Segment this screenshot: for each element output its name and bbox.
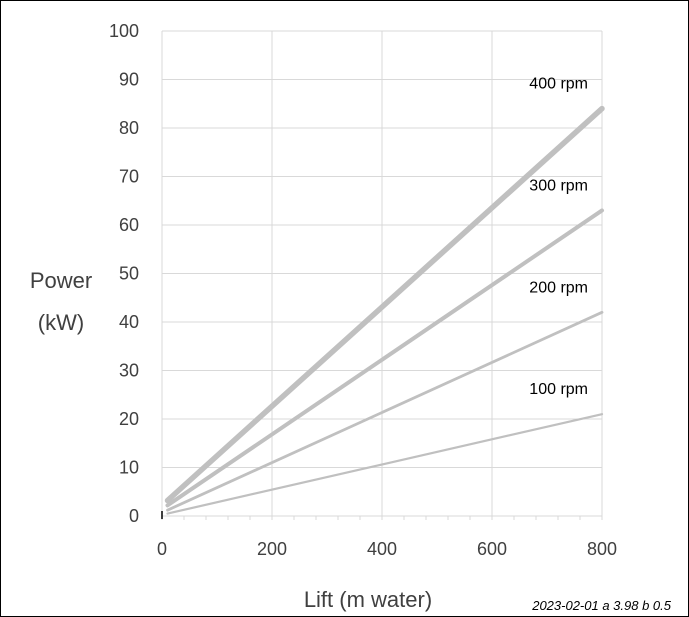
- x-tick-label: 400: [367, 539, 397, 559]
- series-label: 300 rpm: [529, 177, 588, 194]
- x-tick-label: 800: [587, 539, 617, 559]
- axes: [161, 31, 603, 520]
- y-axis-title-line2: (kW): [38, 310, 84, 335]
- y-tick-label: 50: [119, 264, 139, 284]
- x-tick-label: 200: [257, 539, 287, 559]
- x-axis-title: Lift (m water): [304, 587, 432, 612]
- y-tick-label: 60: [119, 215, 139, 235]
- series-label: 200 rpm: [529, 279, 588, 296]
- series-label: 400 rpm: [529, 76, 588, 93]
- y-tick-label: 10: [119, 458, 139, 478]
- labels-group: 0 10 20 30 40 50 60 70 80 90 100 0 200 400 600 800 100 r…: [109, 21, 617, 559]
- series-line-400-rpm: [164, 105, 605, 504]
- y-tick-label: 100: [109, 21, 139, 41]
- footnote: 2023-02-01 a 3.98 b 0.5: [531, 598, 672, 613]
- y-tick-label: 30: [119, 361, 139, 381]
- series-line-300-rpm: [165, 208, 604, 508]
- y-tick-label: 90: [119, 70, 139, 90]
- y-tick-label: 20: [119, 409, 139, 429]
- y-axis-title-line1: Power: [30, 268, 92, 293]
- y-tick-label: 40: [119, 312, 139, 332]
- y-tick-label: 80: [119, 118, 139, 138]
- series-line-200-rpm: [166, 310, 604, 512]
- y-tick-label: 70: [119, 167, 139, 187]
- series-label: 100 rpm: [529, 381, 588, 398]
- x-tick-label: 600: [477, 539, 507, 559]
- y-tick-label: 0: [129, 506, 139, 526]
- series-group: [164, 105, 605, 515]
- x-tick-label: 0: [157, 539, 167, 559]
- series-line-100-rpm: [166, 413, 604, 515]
